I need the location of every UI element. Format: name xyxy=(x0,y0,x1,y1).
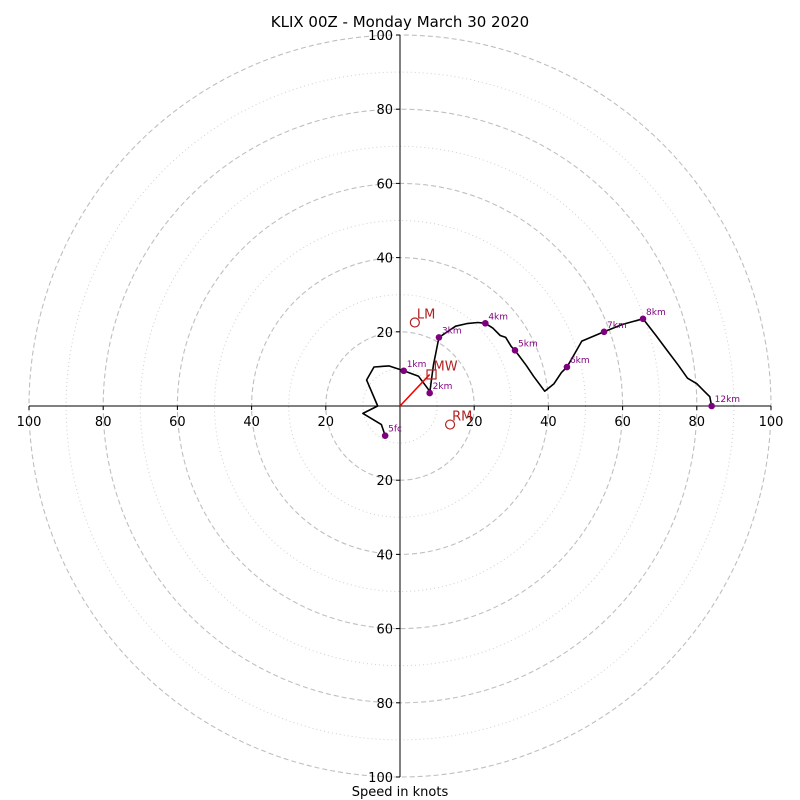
x-tick-label: 20 xyxy=(466,415,483,430)
height-marker-label: 2km xyxy=(433,382,453,392)
height-marker-label: 7km xyxy=(607,321,627,331)
x-tick-label: 80 xyxy=(95,415,112,430)
height-marker-label: 3km xyxy=(442,326,462,336)
motion-marker-symbol xyxy=(426,369,437,380)
y-tick-label: 100 xyxy=(368,771,393,786)
height-marker-dot xyxy=(435,334,443,341)
x-tick-label: 60 xyxy=(169,415,186,430)
x-tick-label: 100 xyxy=(17,415,42,430)
y-tick-label: 20 xyxy=(376,474,393,489)
height-marker-label: 8km xyxy=(646,308,666,318)
y-tick-label: 60 xyxy=(376,623,393,638)
chart-title: KLIX 00Z - Monday March 30 2020 xyxy=(271,13,529,31)
y-tick-label: 40 xyxy=(376,252,393,267)
height-marker-dot xyxy=(381,432,389,439)
height-marker-dot xyxy=(400,367,408,375)
motion-marker-label: LM xyxy=(417,308,435,323)
motion-marker-symbol xyxy=(409,317,420,328)
tick-labels: 100 80 60 40 20 20 40 60 80 100 100 80 60 40 20 20 40 60 8… xyxy=(17,29,784,786)
y-tick-label: 40 xyxy=(376,548,393,563)
x-axis-label: Speed in knots xyxy=(352,785,449,800)
x-tick-label: 60 xyxy=(614,415,631,430)
height-markers: 5fc 1km 2km 3km 4km 5km 6km 7km 8km 12km xyxy=(381,308,740,439)
height-marker-dot xyxy=(511,347,519,354)
x-tick-label: 100 xyxy=(759,415,784,430)
storm-motion-vector xyxy=(399,373,431,407)
height-marker-dot xyxy=(600,328,608,336)
x-tick-label: 80 xyxy=(689,415,706,430)
x-tick-label: 40 xyxy=(540,415,557,430)
y-tick-label: 80 xyxy=(376,103,393,118)
height-marker-dot xyxy=(639,315,647,323)
height-marker-label: 4km xyxy=(488,312,508,322)
motion-marker-label: MW xyxy=(434,359,458,374)
y-tick-label: 100 xyxy=(368,29,393,44)
height-marker-dot xyxy=(426,389,433,397)
height-marker-label: 12km xyxy=(715,395,740,405)
height-marker-label: 5km xyxy=(518,339,538,349)
y-tick-label: 20 xyxy=(376,326,393,341)
y-tick-label: 60 xyxy=(376,177,393,192)
height-marker-dot xyxy=(482,319,489,327)
x-tick-label: 20 xyxy=(318,415,335,430)
x-tick-label: 40 xyxy=(243,415,260,430)
height-marker-label: 5fc xyxy=(388,425,402,435)
motion-marker-symbol xyxy=(444,419,456,430)
height-marker-dot xyxy=(708,402,715,410)
y-tick-label: 80 xyxy=(376,697,393,712)
motion-marker-label: RM xyxy=(452,410,472,425)
height-marker-label: 6km xyxy=(570,356,590,366)
height-marker-dot xyxy=(563,363,571,371)
height-marker-label: 1km xyxy=(407,360,427,370)
storm-motion-markers: LM MW RM xyxy=(399,308,472,430)
